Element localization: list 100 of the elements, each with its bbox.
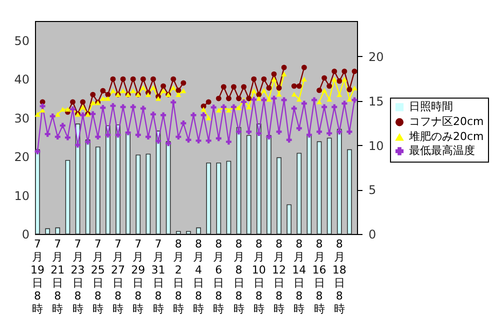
y-tick-label: 30 [14, 111, 30, 126]
point [266, 85, 272, 91]
point [256, 92, 262, 98]
point [34, 112, 40, 117]
y-tick-label: 40 [14, 72, 30, 87]
point [80, 104, 86, 110]
point [90, 92, 96, 98]
point [332, 76, 338, 82]
x-tick-label: 8月18日8時 [332, 238, 346, 316]
point [140, 85, 146, 90]
point [281, 72, 287, 76]
y-tick-label: 0 [22, 228, 30, 242]
point [241, 84, 247, 90]
bar [296, 152, 302, 234]
point [296, 96, 302, 102]
x-tick-label: 7月21日8時 [50, 238, 65, 316]
bar [256, 124, 262, 234]
point [281, 64, 287, 70]
point [236, 105, 242, 110]
point [54, 112, 60, 117]
point [352, 68, 358, 74]
bar [65, 160, 70, 234]
point [236, 96, 242, 102]
point [230, 84, 236, 90]
point [346, 96, 352, 102]
point [251, 76, 257, 82]
point [140, 76, 146, 82]
point [296, 83, 302, 89]
bar [276, 157, 282, 234]
x-tick-label: 8月10日8時 [252, 238, 266, 316]
point [266, 96, 272, 102]
bar [266, 135, 272, 234]
point [261, 88, 267, 93]
bar [85, 140, 90, 234]
legend-label: コフナ区20cm [409, 115, 484, 128]
bar [146, 154, 151, 234]
bar [316, 141, 322, 234]
bar [196, 227, 201, 234]
point [336, 92, 342, 97]
y-tick-label: 10 [14, 188, 30, 203]
point [200, 106, 206, 112]
point [156, 96, 162, 101]
bar [286, 204, 292, 234]
point [342, 76, 348, 82]
bar [216, 162, 222, 234]
y2-tick-label: 5 [368, 183, 376, 198]
point [246, 96, 252, 102]
point [180, 88, 186, 94]
point [246, 104, 252, 110]
point [301, 64, 307, 70]
point [322, 88, 328, 93]
bar [156, 130, 161, 234]
point [342, 68, 348, 74]
bar [336, 128, 342, 234]
point [70, 99, 76, 105]
y2-tick-label: 15 [368, 94, 384, 108]
point [346, 86, 352, 92]
point [291, 92, 297, 97]
point [226, 96, 232, 102]
x-tick-label: 8月4日8時 [193, 238, 204, 316]
bar [347, 149, 352, 234]
point [216, 96, 222, 102]
y-tick-label: 50 [14, 34, 30, 48]
bar [116, 124, 120, 234]
point [322, 75, 328, 81]
point [352, 86, 358, 90]
bar [95, 146, 100, 234]
legend-label: 日照時間 [409, 100, 453, 114]
x-tick-label: 8月6日8時 [213, 238, 224, 316]
point [176, 92, 182, 97]
point [110, 88, 116, 94]
x-tick-label: 7月31日8時 [151, 238, 166, 316]
point [206, 99, 212, 105]
point [170, 85, 176, 90]
x-tick-label: 7月27日8時 [111, 238, 126, 316]
point [220, 84, 226, 90]
x-tick-label: 8月14日8時 [292, 238, 306, 316]
point [336, 78, 342, 84]
point [150, 85, 156, 90]
point [105, 96, 111, 101]
point [80, 99, 86, 105]
point [100, 88, 106, 94]
bar [326, 138, 332, 234]
point [60, 106, 66, 112]
bar [166, 141, 171, 234]
point [261, 76, 267, 82]
bar [226, 160, 232, 234]
point [90, 100, 96, 106]
x-tick-label: 8月2日8時 [172, 238, 184, 316]
point [316, 100, 322, 104]
bar [136, 154, 141, 234]
bar [236, 127, 242, 234]
point [326, 96, 332, 102]
bar [176, 230, 181, 234]
y2-tick-label: 20 [368, 50, 384, 64]
point [64, 106, 70, 112]
point [110, 76, 116, 82]
y2-tick-label: 10 [368, 138, 384, 153]
point [130, 76, 136, 82]
bar [206, 162, 211, 234]
